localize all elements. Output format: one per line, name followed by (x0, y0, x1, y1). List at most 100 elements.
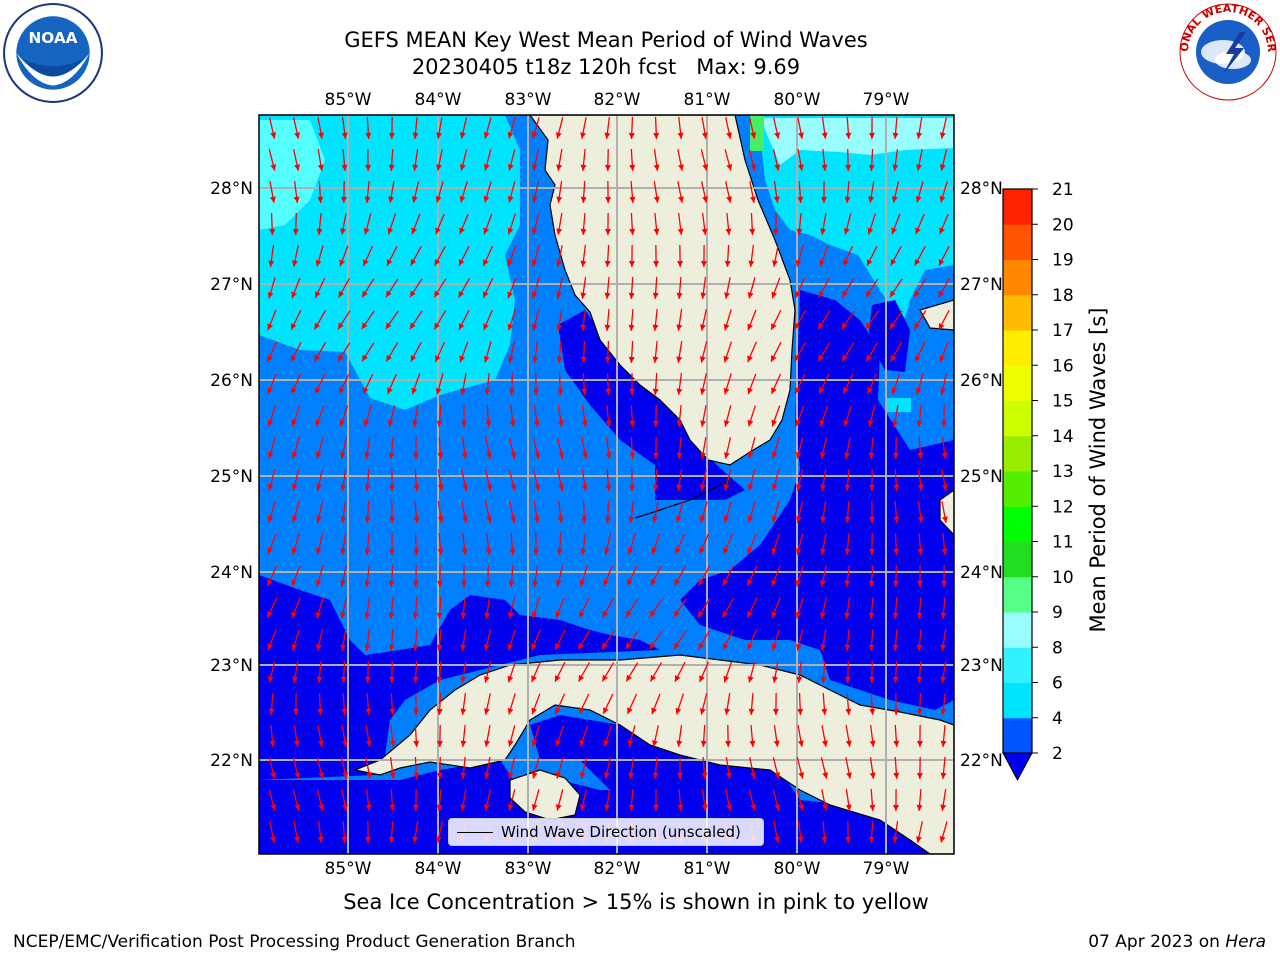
wind-wave-arrow (701, 213, 708, 235)
wind-wave-arrow (437, 436, 444, 460)
wind-wave-arrow (531, 789, 540, 811)
wind-wave-arrow (892, 596, 899, 620)
wind-wave-arrow (770, 373, 782, 395)
wind-wave-arrow (461, 532, 468, 556)
wind-wave-arrow (433, 310, 447, 330)
lon-label-bottom: 80°W (774, 859, 821, 879)
wind-wave-arrow (434, 341, 446, 363)
wind-wave-arrow (410, 246, 422, 266)
wind-wave-arrow (939, 117, 948, 139)
wind-wave-arrow (868, 596, 875, 620)
wind-wave-arrow (699, 341, 708, 363)
wind-wave-arrow (939, 213, 949, 235)
lon-label-bottom: 84°W (415, 859, 462, 879)
colorbar-segment (1003, 330, 1032, 366)
wind-wave-arrow (458, 309, 470, 331)
wind-wave-arrow (892, 628, 899, 652)
wind-wave-arrow (460, 564, 467, 588)
colorbar-segment (1003, 576, 1032, 613)
wind-wave-arrow (940, 404, 947, 428)
wind-wave-arrow (844, 180, 851, 204)
wind-wave-arrow (845, 789, 852, 811)
wind-wave-arrow (292, 149, 301, 171)
wind-wave-arrow (435, 181, 444, 203)
wind-wave-arrow (821, 725, 828, 747)
wind-wave-arrow (725, 212, 732, 236)
wind-wave-arrow (268, 245, 275, 267)
wind-wave-arrow (821, 692, 828, 716)
wind-wave-arrow (701, 789, 708, 811)
wind-wave-arrow (891, 213, 901, 235)
wind-wave-arrow (820, 469, 827, 491)
wind-wave-arrow (653, 116, 660, 140)
wind-wave-arrow (937, 278, 951, 298)
wind-wave-arrow (604, 500, 611, 524)
wind-wave-arrow (579, 757, 588, 779)
wind-wave-arrow (797, 149, 804, 171)
wind-wave-arrow (290, 341, 302, 363)
colorbar-segment (1003, 682, 1032, 719)
wind-wave-arrow (797, 180, 804, 204)
map-frame (258, 114, 955, 855)
wind-wave-arrow (700, 181, 709, 203)
wind-wave-arrow (292, 245, 299, 267)
wind-wave-arrow (629, 404, 636, 428)
wind-wave-arrow (578, 693, 590, 715)
wind-wave-arrow (556, 532, 563, 556)
wind-wave-arrow (819, 405, 829, 427)
wind-wave-arrow (748, 692, 755, 716)
wind-wave-arrow (893, 532, 900, 556)
wind-wave-arrow (436, 724, 443, 748)
wind-wave-arrow (771, 629, 780, 651)
wind-wave-arrow (580, 309, 587, 331)
wind-wave-arrow (676, 404, 683, 428)
wind-wave-arrow (436, 788, 443, 812)
colorbar-tick-label: 10 (1052, 568, 1074, 588)
wind-wave-arrow (723, 341, 733, 363)
wind-wave-arrow (461, 437, 468, 459)
keys-islands (634, 479, 731, 519)
wind-wave-arrow (844, 597, 851, 619)
wind-wave-arrow (793, 310, 807, 330)
wind-wave-arrow (916, 756, 923, 780)
wind-wave-arrow (893, 756, 900, 780)
wind-wave-arrow (533, 372, 540, 396)
lat-label-right: 25°N (960, 467, 1003, 487)
wind-wave-arrow (555, 757, 564, 779)
wind-wave-arrow (941, 532, 948, 556)
wind-wave-arrow (795, 501, 804, 523)
colorbar-segment (1003, 471, 1032, 507)
wind-wave-arrow (556, 149, 563, 171)
wind-wave-arrow (338, 373, 350, 395)
wind-wave-arrow (460, 661, 467, 683)
wind-wave-arrow (700, 405, 707, 427)
wind-wave-arrow (701, 117, 708, 139)
wind-wave-arrow (771, 597, 781, 619)
wind-wave-arrow (749, 181, 756, 203)
wind-wave-arrow (747, 469, 756, 491)
wind-wave-arrow (845, 757, 852, 779)
wind-wave-arrow (941, 501, 948, 523)
lon-label-bottom: 85°W (325, 859, 372, 879)
wind-wave-arrow (364, 597, 371, 619)
wind-wave-arrows (266, 116, 951, 844)
wind-wave-arrow (721, 598, 735, 618)
wind-wave-arrow (603, 565, 613, 587)
wind-wave-arrow (940, 373, 947, 395)
wind-wave-arrow (820, 533, 827, 555)
wind-wave-arrow (314, 373, 326, 395)
wind-wave-arrow (748, 117, 757, 139)
wind-wave-arrow (341, 148, 348, 172)
wind-wave-arrow (364, 628, 371, 652)
wind-wave-arrow (292, 757, 301, 779)
wind-wave-arrow (388, 468, 395, 492)
wind-wave-arrow (317, 821, 324, 843)
wind-wave-arrow (340, 469, 347, 491)
wind-wave-arrow (482, 277, 494, 299)
wind-wave-arrow (365, 820, 372, 844)
wind-wave-arrow (915, 181, 924, 203)
wind-wave-arrow (290, 309, 302, 331)
wind-wave-arrow (795, 629, 804, 651)
wind-wave-arrow (365, 692, 372, 716)
wind-wave-arrow (772, 789, 781, 811)
